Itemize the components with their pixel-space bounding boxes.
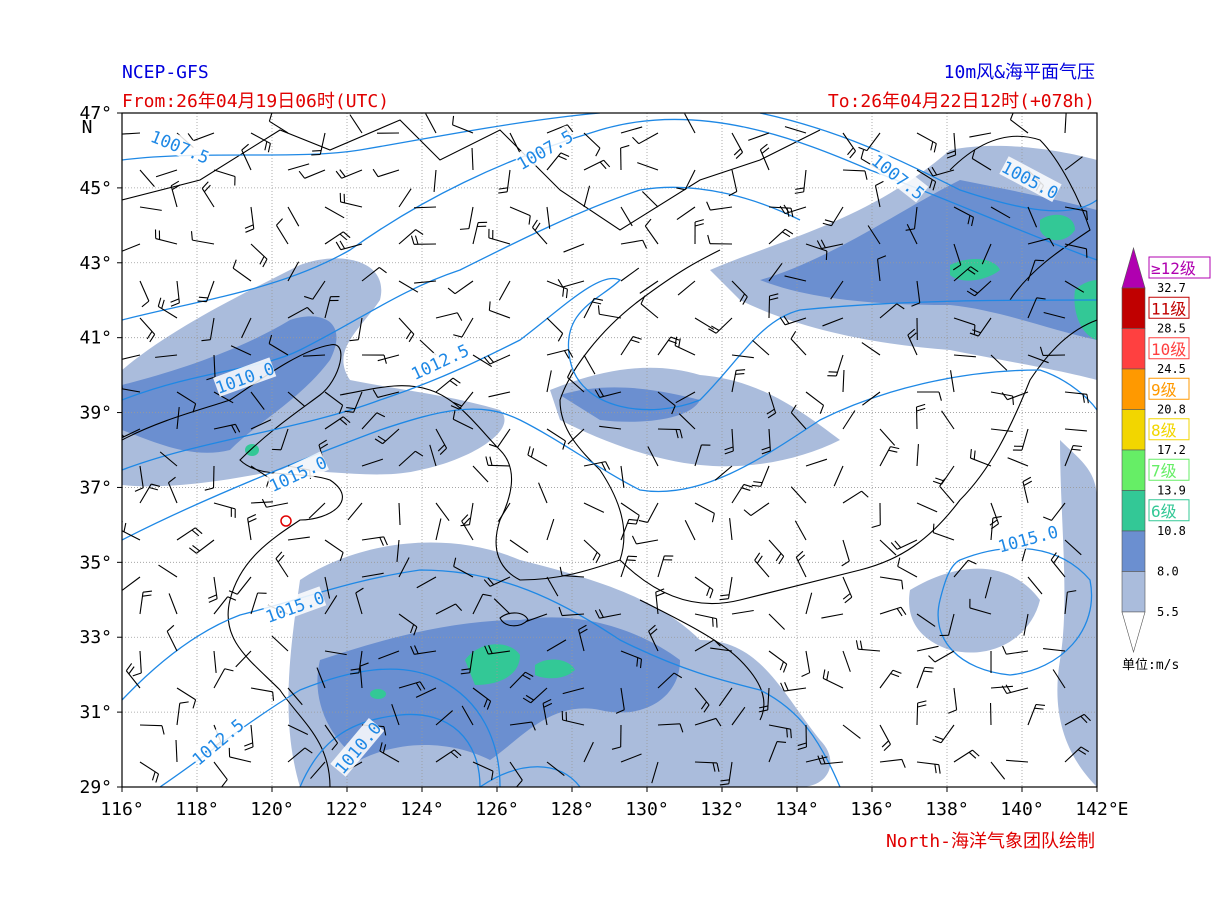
lat-label: 35° bbox=[79, 552, 112, 573]
wind-barb bbox=[769, 296, 770, 318]
lat-label: 43° bbox=[79, 253, 112, 274]
lon-label: 142° bbox=[1075, 799, 1118, 820]
wind-barb bbox=[489, 301, 490, 310]
wind-barb bbox=[199, 297, 208, 298]
lon-label: 120° bbox=[250, 799, 293, 820]
wind-barb bbox=[115, 126, 118, 135]
wind-barb bbox=[658, 429, 680, 430]
wind-barb bbox=[140, 725, 162, 726]
level-label: 17.2 bbox=[1157, 443, 1186, 457]
class-label: 10级 bbox=[1151, 340, 1186, 359]
class-label: 7级 bbox=[1151, 461, 1177, 480]
wind-barb bbox=[460, 229, 469, 230]
level-label: 5.5 bbox=[1157, 605, 1179, 619]
colorbar-box bbox=[1122, 410, 1145, 451]
class-label: 8级 bbox=[1151, 421, 1177, 440]
lat-label: 39° bbox=[79, 403, 112, 424]
wind-barb bbox=[917, 703, 918, 725]
lon-label: 122° bbox=[325, 799, 368, 820]
class-label: ≥12级 bbox=[1151, 259, 1196, 278]
lon-unit: E bbox=[1118, 799, 1129, 820]
wind-barb bbox=[925, 667, 934, 668]
colorbar-box bbox=[1122, 369, 1145, 410]
lat-label: 33° bbox=[79, 627, 112, 648]
wind-barb bbox=[1035, 260, 1044, 261]
lat-label: 31° bbox=[79, 702, 112, 723]
wind-barb bbox=[735, 374, 744, 375]
colorbar-box bbox=[1122, 491, 1145, 532]
level-label: 13.9 bbox=[1157, 484, 1186, 498]
level-label: 24.5 bbox=[1157, 362, 1186, 376]
colorbar-unit: 单位:m/s bbox=[1122, 658, 1179, 673]
lon-label: 124° bbox=[400, 799, 443, 820]
level-label: 10.8 bbox=[1157, 524, 1186, 538]
lat-label: 41° bbox=[79, 328, 112, 349]
valid-to: To:26年04月22日12时(+078h) bbox=[828, 91, 1095, 112]
class-label: 11级 bbox=[1151, 299, 1186, 318]
lon-label: 140° bbox=[1000, 799, 1043, 820]
colorbar-box bbox=[1122, 288, 1145, 329]
lon-label: 116° bbox=[100, 799, 143, 820]
wind-barb bbox=[717, 619, 718, 628]
lat-label: 29° bbox=[79, 777, 112, 798]
lat-label: 37° bbox=[79, 477, 112, 498]
wind-barb bbox=[791, 729, 792, 738]
wind-barb bbox=[933, 524, 934, 533]
level-label: 28.5 bbox=[1157, 322, 1186, 336]
wind-barb bbox=[117, 379, 118, 388]
lon-label: 128° bbox=[550, 799, 593, 820]
colorbar: ≥12级 11级 10级 9级 8级 7级 6级 32.7 28.5 24.5 20.8 17.2 13… bbox=[1122, 248, 1210, 673]
level-label: 32.7 bbox=[1157, 281, 1186, 295]
lon-label: 134° bbox=[775, 799, 818, 820]
lon-label: 126° bbox=[475, 799, 518, 820]
colorbar-bottom bbox=[1122, 612, 1145, 652]
wind-barb bbox=[736, 370, 745, 371]
level-label: 8.0 bbox=[1157, 565, 1179, 579]
wind-barb bbox=[198, 301, 207, 302]
wind-barb bbox=[488, 465, 510, 466]
lat-unit: N bbox=[82, 117, 93, 138]
source: NCEP-GFS bbox=[122, 62, 209, 83]
class-label: 6级 bbox=[1151, 502, 1177, 521]
colorbar-box bbox=[1122, 329, 1145, 370]
lon-label: 118° bbox=[175, 799, 218, 820]
wind-barb bbox=[713, 618, 714, 627]
wind-barb bbox=[787, 728, 788, 737]
colorbar-box bbox=[1122, 531, 1145, 572]
wind-barb bbox=[114, 245, 119, 252]
lat-label: 45° bbox=[79, 178, 112, 199]
wind-barb bbox=[1087, 211, 1088, 220]
wind-barb bbox=[114, 432, 120, 439]
level-label: 20.8 bbox=[1157, 403, 1186, 417]
colorbar-top bbox=[1122, 248, 1145, 288]
valid-from: From:26年04月19日06时(UTC) bbox=[122, 91, 389, 112]
lon-label: 136° bbox=[850, 799, 893, 820]
product: 10m风&海平面气压 bbox=[944, 62, 1095, 83]
colorbar-box bbox=[1122, 450, 1145, 491]
lon-label: 138° bbox=[925, 799, 968, 820]
colorbar-box bbox=[1122, 572, 1145, 613]
wind-barb bbox=[923, 671, 932, 672]
credit: North-海洋气象团队绘制 bbox=[886, 831, 1095, 852]
class-label: 9级 bbox=[1151, 380, 1177, 399]
lon-label: 130° bbox=[625, 799, 668, 820]
lon-label: 132° bbox=[700, 799, 743, 820]
